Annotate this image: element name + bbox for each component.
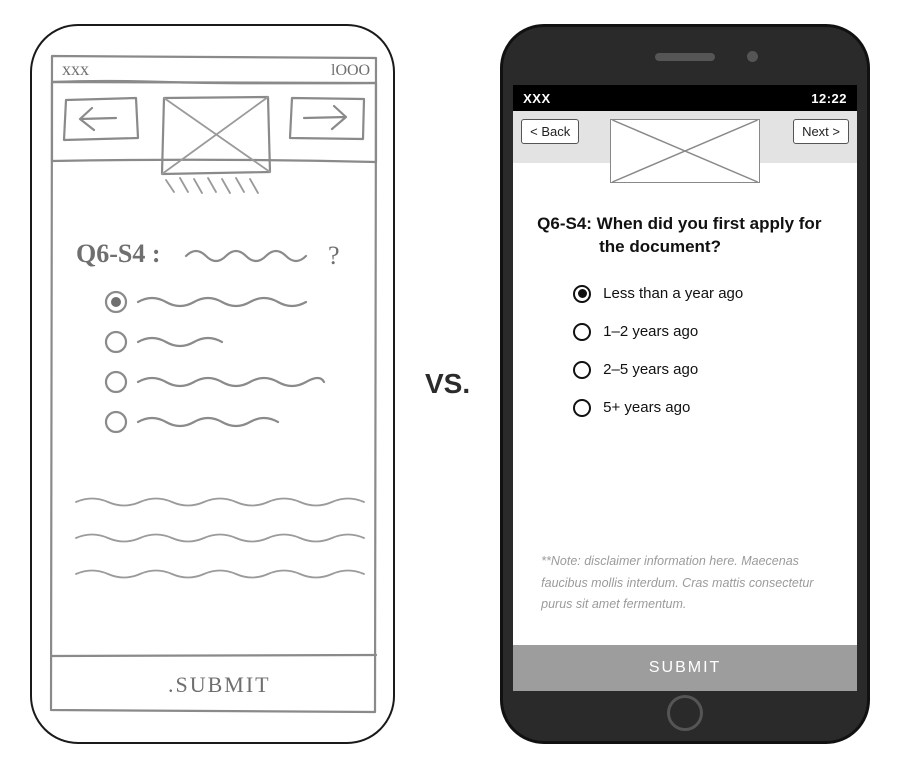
options-group: Less than a year ago 1–2 years ago 2–5 y… [537,285,833,417]
logo-placeholder [610,119,760,183]
sketch-status-left: xxx [62,59,89,79]
status-time: 12:22 [811,91,847,106]
question-line2: the document? [537,236,829,259]
sketch-note-line [76,499,364,506]
vs-label: VS. [425,368,470,400]
sketch-note-line [76,535,364,542]
svg-text:?: ? [328,241,340,270]
option-2[interactable]: 1–2 years ago [573,323,833,341]
sketch-logo-placeholder [162,97,270,193]
radio-icon [573,323,591,341]
sketch-status-right: lOOO [331,62,370,79]
sketch-next-button[interactable] [290,98,364,139]
content-area: Q6-S4: When did you first apply for the … [513,163,857,645]
option-3[interactable]: 2–5 years ago [573,361,833,379]
sketch-option-1[interactable] [106,292,306,312]
sketch-screen: xxx lOOO [46,52,379,722]
sketch-submit-label[interactable]: .SUBMIT [168,672,271,697]
nav-row: < Back Next > [513,111,857,163]
radio-icon [573,361,591,379]
sketch-phone-frame: xxx lOOO [30,24,395,744]
option-1[interactable]: Less than a year ago [573,285,833,303]
option-label: 5+ years ago [603,399,690,416]
option-4[interactable]: 5+ years ago [573,399,833,417]
radio-icon [573,285,591,303]
sketch-question-id: Q6-S4 : [76,239,161,268]
option-label: Less than a year ago [603,285,743,302]
sketch-option-2[interactable] [106,332,222,352]
earpiece-icon [655,53,715,61]
submit-button[interactable]: SUBMIT [513,645,857,691]
disclaimer-note: **Note: disclaimer information here. Mae… [537,539,833,633]
back-button[interactable]: < Back [521,119,579,144]
question-text: Q6-S4: When did you first apply for the … [537,213,833,259]
sketch-note-line [76,571,364,578]
option-label: 2–5 years ago [603,361,698,378]
option-label: 1–2 years ago [603,323,698,340]
sketch-option-4[interactable] [106,412,278,432]
camera-dot-icon [747,51,758,62]
status-left: XXX [523,91,551,106]
hifi-screen: XXX 12:22 < Back Next > Q6-S4: When did … [513,85,857,691]
question-line1: Q6-S4: When did you first apply for [537,214,821,233]
next-button[interactable]: Next > [793,119,849,144]
radio-icon [573,399,591,417]
status-bar: XXX 12:22 [513,85,857,111]
sketch-back-button[interactable] [64,98,138,140]
sketch-option-3[interactable] [106,372,324,392]
hifi-phone-frame: XXX 12:22 < Back Next > Q6-S4: When did … [500,24,870,744]
home-button[interactable] [667,695,703,731]
